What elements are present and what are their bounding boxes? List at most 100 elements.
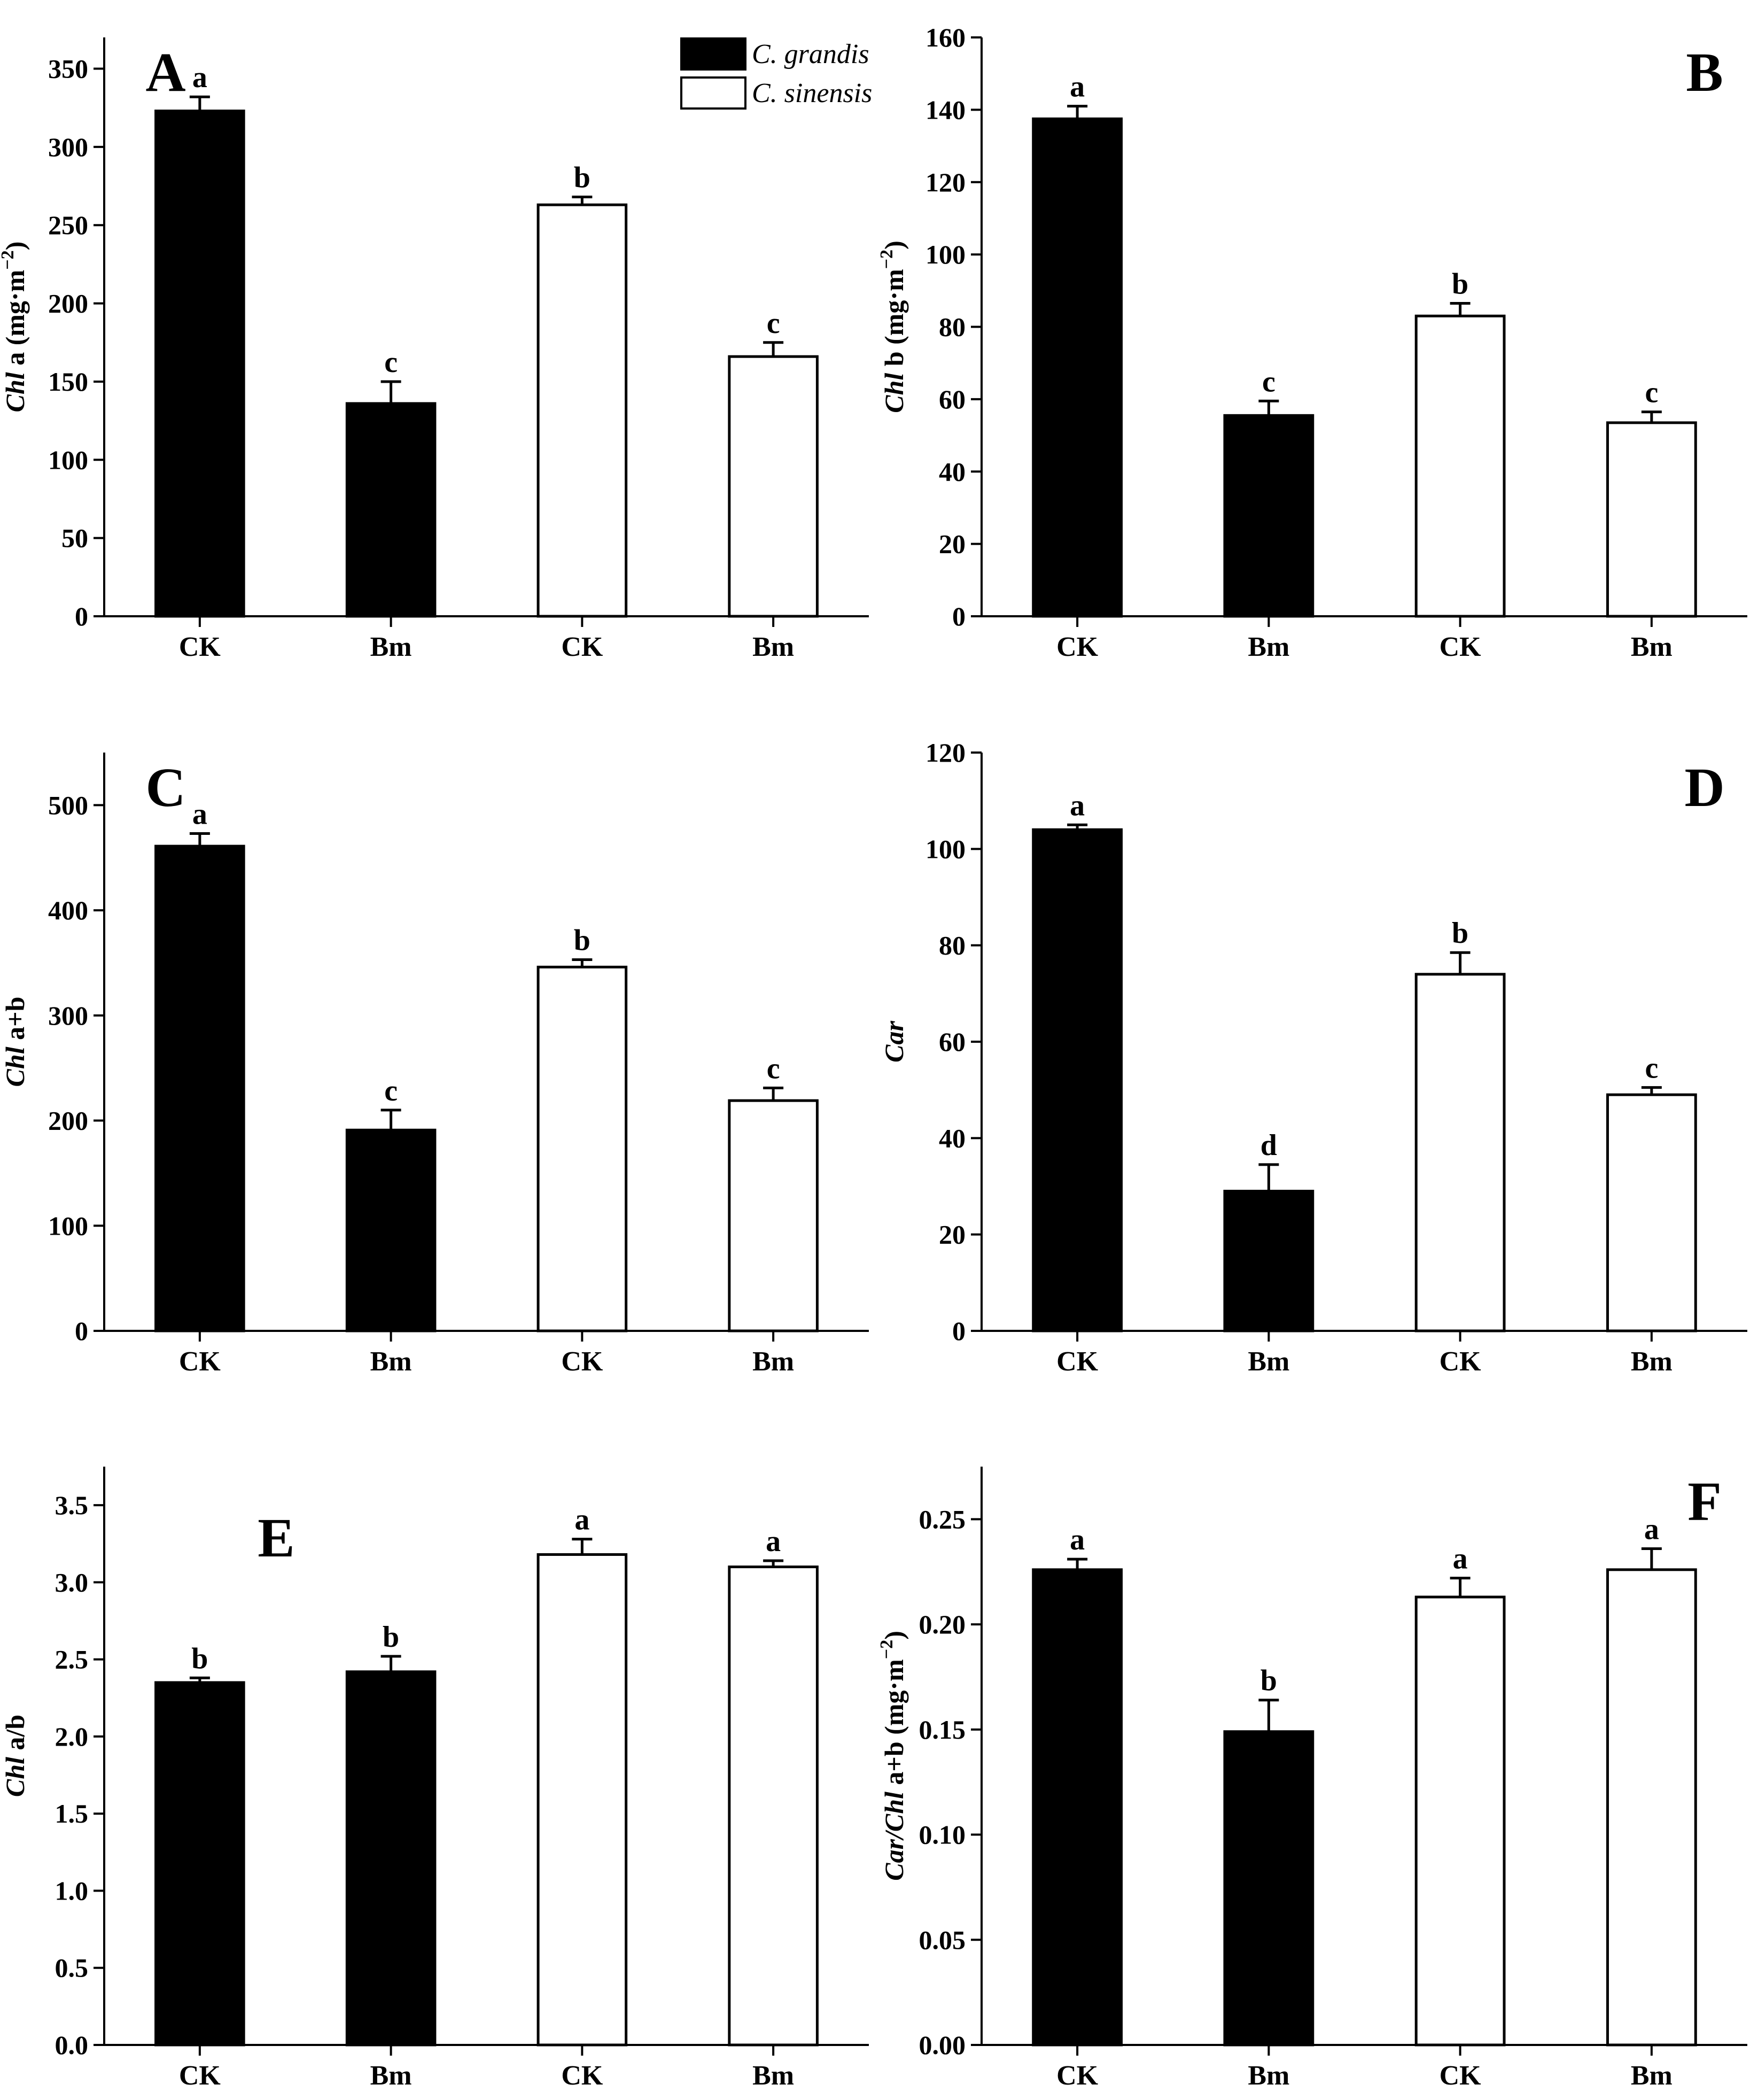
y-tick-label: 50 [61,523,88,553]
bar-e-1 [154,1681,245,2047]
significance-label: a [1070,1523,1085,1556]
x-tick-label: Bm [370,632,412,662]
significance-label: c [1645,376,1658,409]
y-tick-label: 100 [925,239,966,269]
x-tick-label: CK [179,632,221,662]
significance-label: b [1452,917,1468,950]
y-tick-label: 400 [48,895,88,925]
significance-label: a [192,797,207,831]
x-tick-label: CK [179,2060,221,2091]
panel-c: 0 100 200 300 400 500 a CK c Bm b CK c Bm C Chl a+b [0,753,869,1377]
x-tick-label: Bm [1248,1346,1289,1377]
panel-b: 0 20 40 60 80 100 120 140 160 a CK c Bm b CK c Bm B Chl b … [877,22,1747,662]
significance-label: a [574,1504,589,1537]
y-tick-label: 160 [925,22,966,52]
y-tick-label: 100 [48,445,88,475]
x-tick-label: Bm [1631,632,1673,662]
y-tick-label: 20 [939,529,966,559]
y-tick-label: 2.0 [55,1722,89,1752]
panel-e: 0.0 0.5 1.0 1.5 2.0 2.5 3.0 3.5 b CK b Bm a CK a Bm E Chl… [0,1467,869,2091]
y-axis-title: Chl a/b [0,1715,30,1797]
legend-label-c-grandis: C. grandis [752,39,869,69]
panel-letter: A [145,42,185,103]
y-tick-label: 60 [939,1027,966,1057]
y-tick-label: 60 [939,384,966,414]
bar-e-4 [728,1566,819,2047]
y-tick-label: 80 [939,931,966,960]
y-tick-label: 0 [75,601,88,631]
x-tick-label: Bm [752,1346,794,1377]
significance-label: a [1070,789,1085,822]
bar-e-3 [536,1553,628,2047]
bar-d-4 [1606,1093,1697,1332]
x-tick-label: Bm [1248,632,1289,662]
y-tick-label: 100 [48,1211,88,1241]
y-tick-label: 0 [75,1316,88,1346]
legend: C. grandis C. sinensis [680,37,872,110]
y-tick-label: 0.5 [55,1953,89,1983]
x-tick-label: CK [561,2060,603,2091]
x-tick-label: Bm [370,2060,412,2091]
panel-letter: E [258,1507,294,1569]
significance-label: c [384,346,398,379]
x-tick-label: Bm [752,2060,794,2091]
bar-b-3 [1414,314,1506,618]
bar-e-2 [345,1670,437,2047]
legend-label-c-sinensis: C. sinensis [752,78,872,109]
y-tick-label: 200 [48,1106,88,1136]
bar-f-3 [1414,1595,1506,2047]
y-axis-title: Chl b (mg·m−2) [877,241,909,413]
bar-b-2 [1223,414,1314,618]
bar-b-4 [1606,421,1697,618]
panel-letter: D [1684,757,1724,818]
x-tick-label: CK [561,632,603,662]
y-tick-label: 3.0 [55,1567,89,1597]
legend-swatch-c-sinensis [680,76,746,110]
y-tick-label: 300 [48,1001,88,1030]
bar-a-3 [536,203,628,618]
x-tick-label: CK [1056,1346,1099,1377]
panel-f: 0.00 0.05 0.10 0.15 0.20 0.25 a CK b Bm a CK a Bm F Car… [877,1467,1747,2091]
y-tick-label: 200 [48,289,88,319]
y-tick-label: 0 [952,1316,966,1346]
x-tick-label: Bm [370,1346,412,1377]
y-tick-label: 40 [939,456,966,486]
y-tick-label: 150 [48,367,88,397]
y-tick-label: 1.5 [55,1799,89,1828]
bar-c-3 [536,965,628,1332]
y-tick-label: 0.15 [919,1715,966,1745]
significance-label: a [192,61,207,94]
y-tick-label: 500 [48,790,88,820]
y-tick-label: 120 [925,738,966,768]
significance-label: c [1262,365,1275,398]
x-tick-label: CK [1440,632,1482,662]
y-tick-label: 1.0 [55,1876,89,1905]
x-tick-label: Bm [1631,1346,1673,1377]
y-tick-label: 300 [48,132,88,162]
bar-b-1 [1032,117,1123,618]
y-tick-label: 250 [48,210,88,240]
bar-d-2 [1223,1190,1314,1332]
y-tick-label: 0.05 [919,1925,966,1955]
bar-d-3 [1414,973,1506,1332]
y-tick-label: 350 [48,54,88,84]
y-tick-label: 0 [952,601,966,631]
x-tick-label: CK [561,1346,603,1377]
panel-d: 0 20 40 60 80 100 120 a CK d Bm b CK c Bm D Car [879,738,1747,1377]
significance-label: b [383,1621,399,1654]
significance-label: d [1261,1129,1277,1162]
bar-d-1 [1032,828,1123,1332]
y-tick-label: 2.5 [55,1645,89,1675]
significance-label: c [1645,1052,1658,1085]
significance-label: a [1453,1543,1468,1576]
y-tick-label: 140 [925,95,966,125]
panel-letter: C [145,757,185,818]
significance-label: c [767,307,780,340]
significance-label: a [1644,1513,1659,1546]
significance-label: a [766,1525,781,1558]
panel-letter: B [1686,42,1723,103]
x-tick-label: CK [1440,1346,1482,1377]
panel-letter: F [1687,1471,1722,1532]
y-tick-label: 0.20 [919,1609,966,1639]
